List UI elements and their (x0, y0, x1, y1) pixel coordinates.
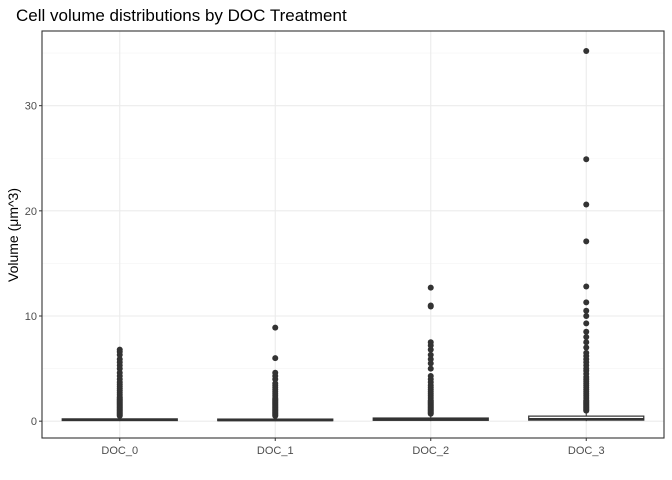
outlier-point (583, 334, 590, 341)
outlier-point (583, 349, 590, 356)
chart-title: Cell volume distributions by DOC Treatme… (16, 6, 347, 25)
outlier-point (272, 380, 279, 387)
outlier-point (272, 324, 279, 331)
outlier-point (116, 369, 123, 376)
outlier-point (583, 238, 590, 245)
outlier-point (427, 356, 434, 363)
outlier-point (427, 351, 434, 358)
y-tick-label: 0 (31, 416, 37, 428)
plot-panel-border (41, 30, 665, 439)
outlier-point (583, 283, 590, 290)
outlier-point (583, 47, 590, 54)
outlier-point (583, 339, 590, 346)
box-doc-2 (372, 284, 489, 422)
outlier-point (427, 284, 434, 291)
outlier-point (583, 344, 590, 351)
outlier-point (583, 320, 590, 327)
outlier-point (583, 201, 590, 208)
x-tick-label: DOC_3 (568, 445, 605, 457)
x-tick-label: DOC_0 (101, 445, 138, 457)
outlier-point (583, 299, 590, 306)
y-axis: 0 10 20 30 (25, 101, 42, 428)
outlier-point (427, 365, 434, 372)
outlier-point (583, 313, 590, 320)
box-doc-0 (61, 346, 178, 422)
outlier-point (583, 307, 590, 314)
boxes-layer (61, 47, 645, 422)
x-tick-label: DOC_2 (412, 445, 449, 457)
x-tick-label: DOC_1 (257, 445, 294, 457)
outlier-point (427, 346, 434, 353)
y-tick-label: 10 (25, 311, 37, 323)
outlier-point (583, 328, 590, 335)
outlier-point (272, 355, 279, 362)
outlier-point (427, 339, 434, 346)
y-axis-title: Volume (μm^3) (5, 188, 21, 282)
x-axis: DOC_0 DOC_1 DOC_2 DOC_3 (101, 438, 605, 457)
y-tick-label: 20 (25, 206, 37, 218)
plot-panel (42, 31, 664, 438)
outlier-point (116, 346, 123, 353)
box-doc-1 (217, 324, 334, 422)
outlier-point (427, 302, 434, 309)
outlier-point (427, 360, 434, 367)
y-tick-label: 30 (25, 101, 37, 113)
outlier-point (583, 156, 590, 163)
box-doc-3 (528, 47, 645, 422)
outlier-point (272, 369, 279, 376)
outlier-point (116, 356, 123, 363)
outlier-point (427, 372, 434, 379)
